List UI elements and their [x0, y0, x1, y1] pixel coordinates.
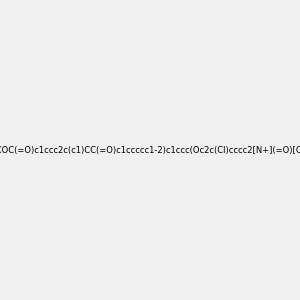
Text: O=C(COC(=O)c1ccc2c(c1)CC(=O)c1ccccc1-2)c1ccc(Oc2c(Cl)cccc2[N+](=O)[O-])cc1: O=C(COC(=O)c1ccc2c(c1)CC(=O)c1ccccc1-2)c…: [0, 146, 300, 154]
